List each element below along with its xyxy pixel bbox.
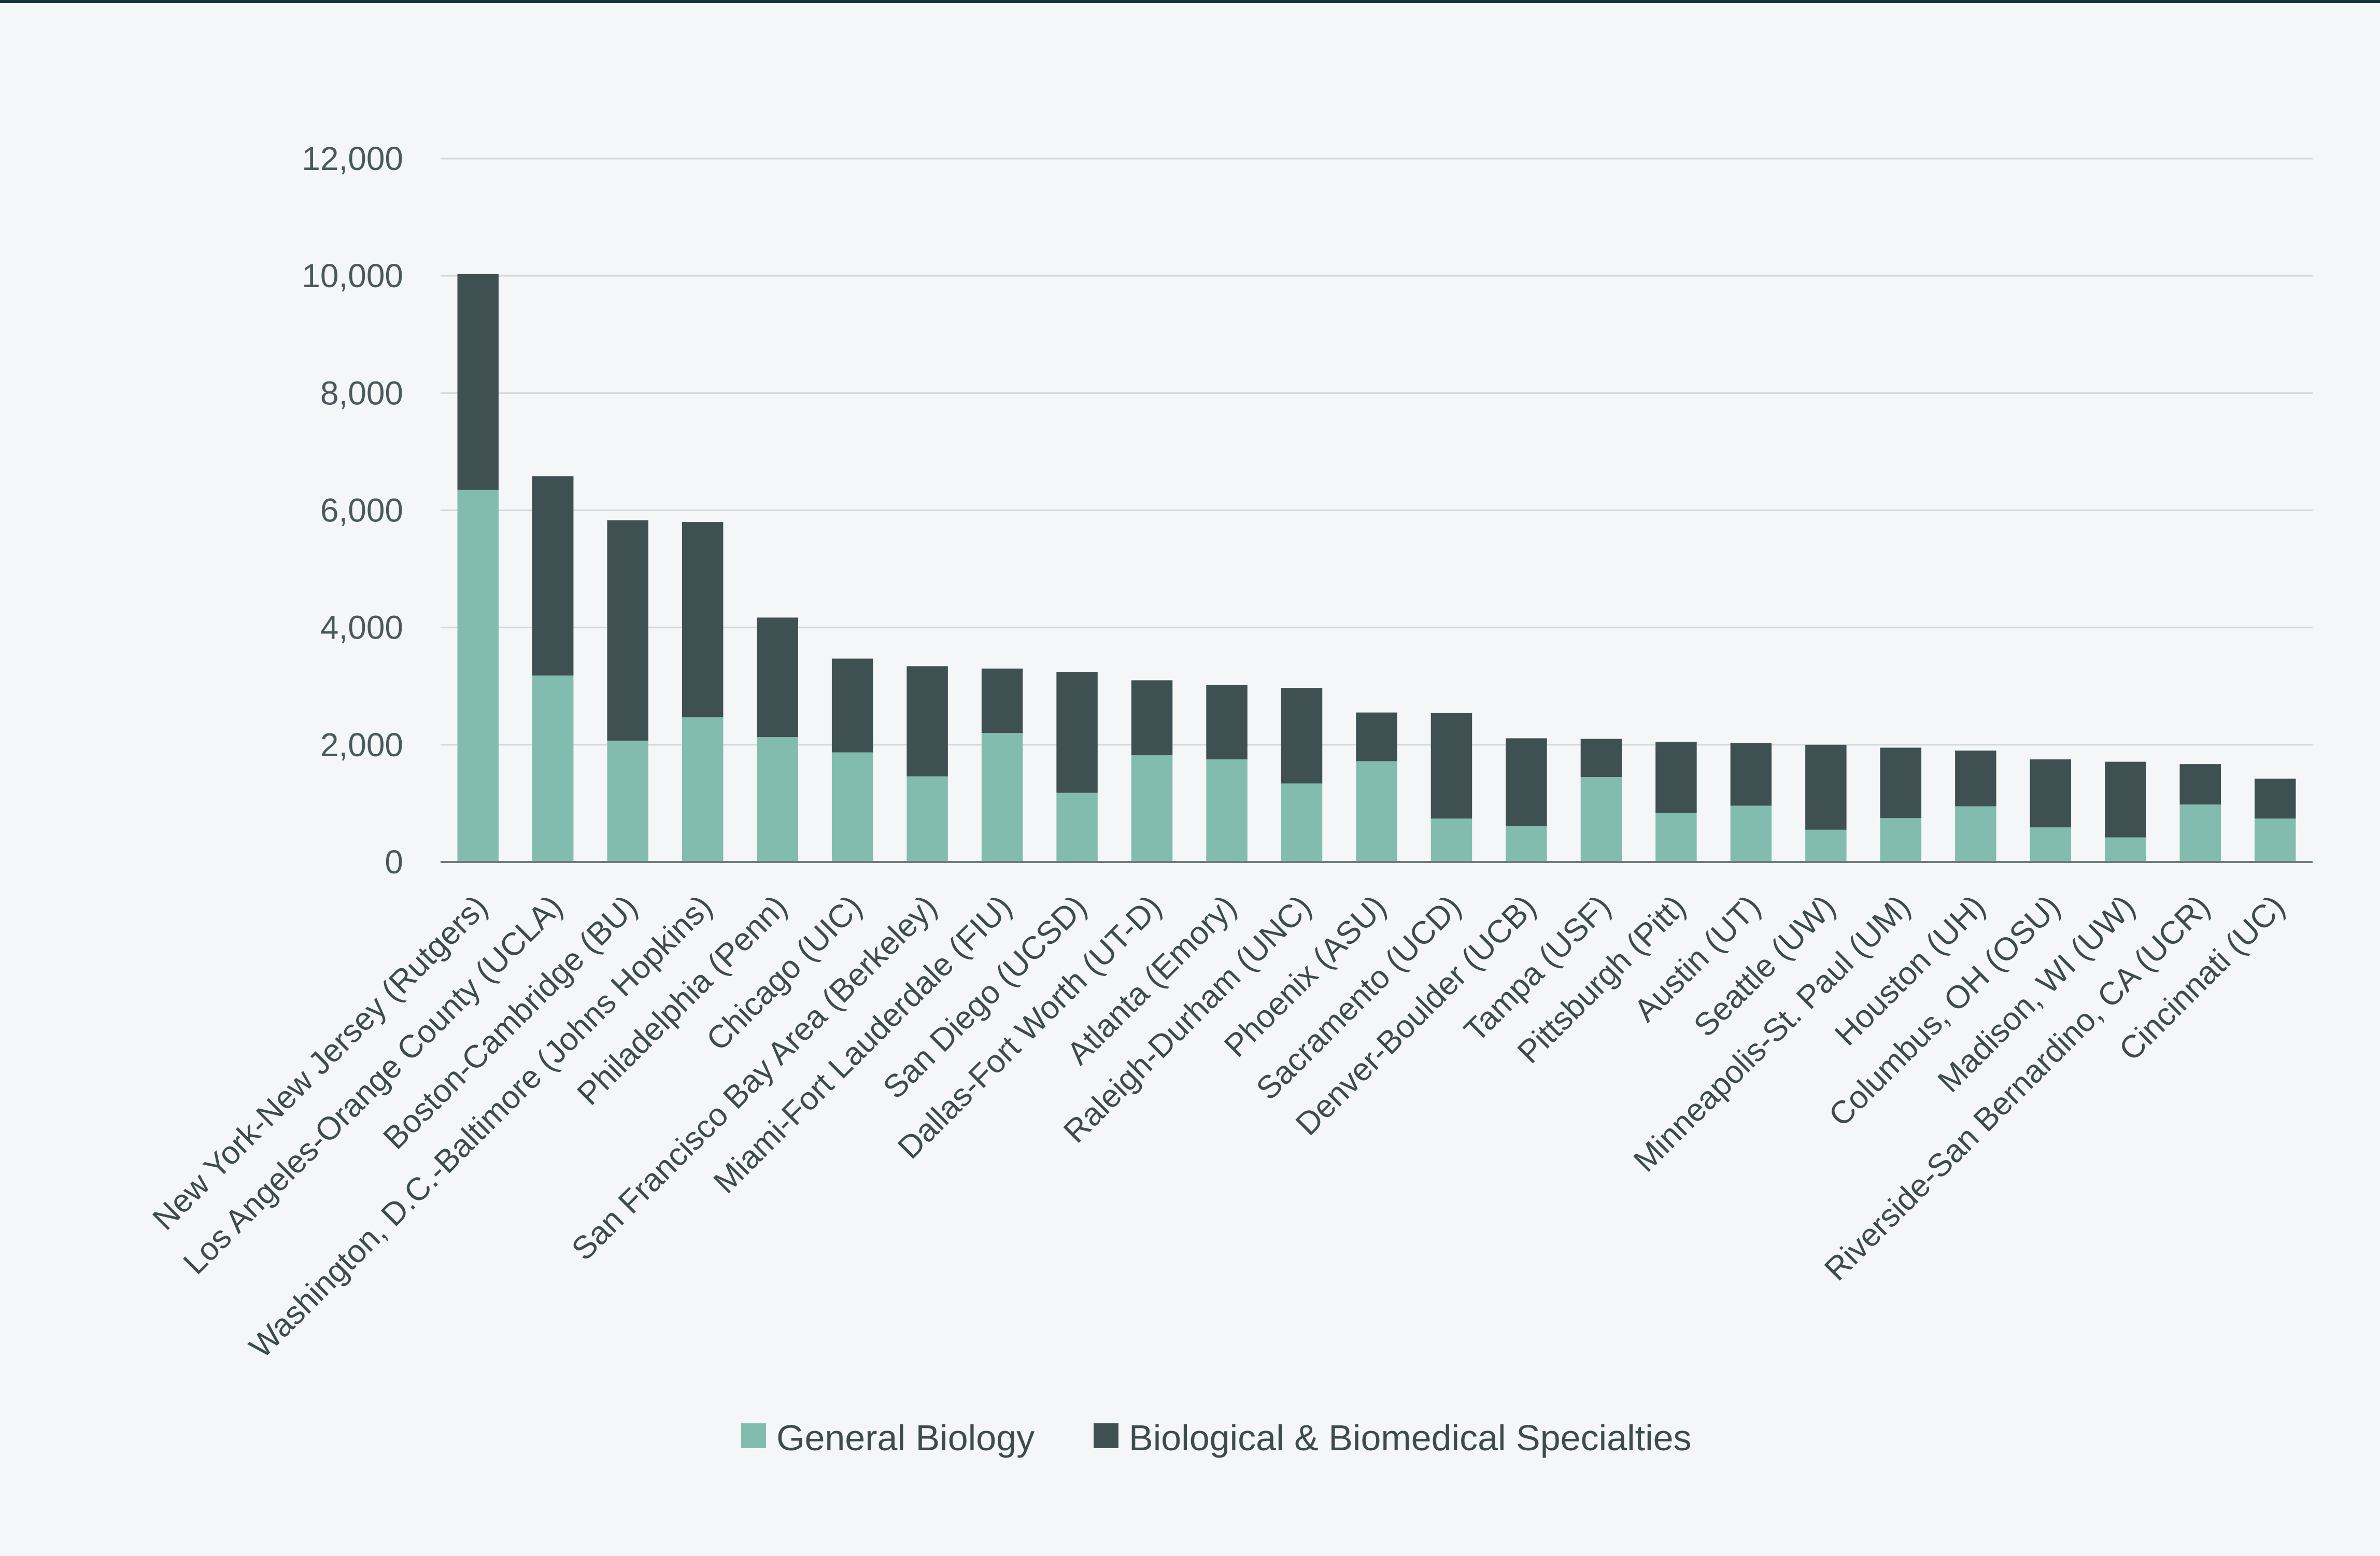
bar-segment-biomedical-specialties — [1430, 713, 1472, 819]
bar-segment-biomedical-specialties — [1131, 680, 1173, 756]
bar-segment-biomedical-specialties — [2105, 761, 2146, 838]
bar-segment-biomedical-specialties — [1880, 747, 1922, 818]
legend-label: Biological & Biomedical Specialties — [1129, 1418, 1692, 1458]
legend-swatch — [741, 1423, 766, 1448]
bar-segment-general-biology — [1506, 826, 1547, 862]
bar-segment-biomedical-specialties — [2179, 764, 2221, 805]
legend: General Biology Biological & Biomedical S… — [741, 1418, 1692, 1458]
bar-segment-general-biology — [1655, 813, 1697, 862]
bar-segment-general-biology — [1880, 818, 1922, 862]
bar-segment-general-biology — [532, 675, 574, 862]
bar-segment-general-biology — [2030, 827, 2072, 862]
bar-segment-biomedical-specialties — [1730, 743, 1772, 806]
bar-segment-biomedical-specialties — [1206, 685, 1248, 760]
bar-segment-general-biology — [1805, 829, 1847, 862]
bar-segment-biomedical-specialties — [981, 668, 1023, 733]
bar-segment-biomedical-specialties — [1281, 688, 1323, 784]
y-axis-ticks: 0 2,000 4,000 6,000 8,000 10,000 12,000 — [302, 140, 403, 881]
bar-segment-biomedical-specialties — [1056, 672, 1098, 793]
bar-segment-general-biology — [1131, 755, 1173, 862]
bar-segment-biomedical-specialties — [2030, 759, 2072, 828]
bar-segment-general-biology — [1430, 818, 1472, 862]
y-tick-label: 12,000 — [302, 140, 403, 177]
bar-segment-biomedical-specialties — [2255, 779, 2296, 819]
legend-swatch — [1094, 1423, 1118, 1448]
bar-segment-general-biology — [457, 489, 499, 862]
bar-segment-general-biology — [757, 737, 798, 862]
bar-segment-general-biology — [1356, 761, 1397, 862]
bar-segment-general-biology — [682, 717, 724, 862]
y-tick-label: 8,000 — [320, 374, 403, 412]
y-tick-label: 0 — [385, 843, 403, 881]
y-tick-label: 6,000 — [320, 492, 403, 529]
bar-segment-biomedical-specialties — [831, 658, 873, 753]
y-tick-label: 4,000 — [320, 609, 403, 646]
bar-segment-general-biology — [2179, 804, 2221, 862]
bar-segment-general-biology — [607, 740, 648, 862]
bar-segment-general-biology — [981, 733, 1023, 862]
bar-segment-general-biology — [1281, 783, 1323, 862]
bar-segment-general-biology — [1580, 777, 1622, 862]
bar-segment-biomedical-specialties — [457, 274, 499, 490]
bar-segment-general-biology — [1056, 793, 1098, 862]
bar-segment-general-biology — [1206, 759, 1248, 862]
bar-segment-biomedical-specialties — [1655, 742, 1697, 813]
top-rule — [0, 0, 2380, 3]
gridlines — [441, 158, 2313, 746]
bar-segment-biomedical-specialties — [1955, 751, 1996, 807]
bar-segment-general-biology — [906, 776, 948, 862]
y-tick-label: 2,000 — [320, 726, 403, 763]
bar-segment-biomedical-specialties — [757, 617, 798, 738]
bar-segment-general-biology — [1955, 806, 1996, 862]
bar-segment-biomedical-specialties — [1805, 744, 1847, 830]
bar-segment-general-biology — [831, 752, 873, 862]
bar-segment-general-biology — [2105, 837, 2146, 862]
legend-label: General Biology — [776, 1418, 1035, 1458]
bars — [457, 274, 2296, 862]
bar-segment-biomedical-specialties — [1506, 738, 1547, 827]
bar-segment-biomedical-specialties — [682, 522, 724, 717]
bar-segment-biomedical-specialties — [1580, 739, 1622, 777]
x-axis-labels: New York-New Jersey (Rutgers)Los Angeles… — [146, 888, 2292, 1365]
bar-segment-general-biology — [1730, 805, 1772, 862]
bar-segment-biomedical-specialties — [906, 666, 948, 776]
bar-segment-biomedical-specialties — [607, 520, 648, 741]
y-tick-label: 10,000 — [302, 257, 403, 294]
bar-segment-biomedical-specialties — [1356, 712, 1397, 761]
bar-segment-general-biology — [2255, 818, 2296, 862]
bar-segment-biomedical-specialties — [532, 476, 574, 676]
